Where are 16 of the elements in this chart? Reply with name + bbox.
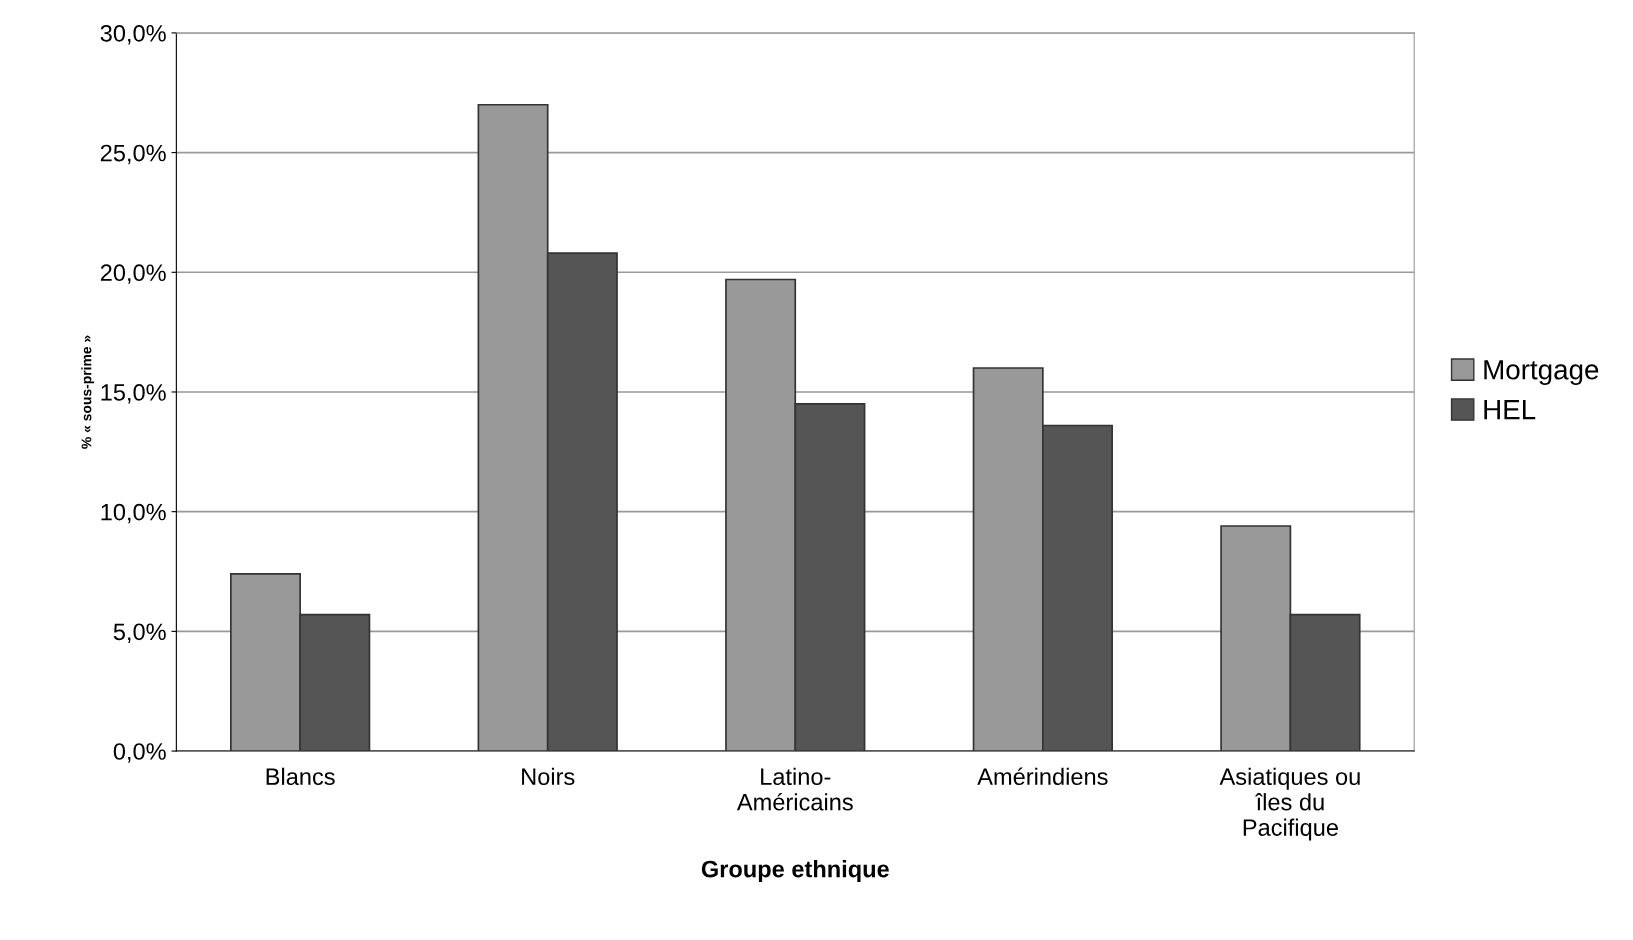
x-tick-label: Asiatiques ou îles du Pacifique (1219, 767, 1360, 841)
legend-label: Mortgage (1484, 360, 1599, 386)
y-tick-label: 5,0% (113, 623, 166, 643)
x-tick-label: Blancs (266, 767, 335, 786)
legend-label: HEL (1484, 400, 1536, 420)
y-tick-label: 0,0% (113, 743, 166, 763)
x-axis-title: Groupe ethnique (701, 860, 889, 883)
x-tick-label: Noirs (522, 767, 575, 786)
y-tick-label: 25,0% (100, 144, 166, 165)
y-tick-label: 10,0% (101, 503, 166, 524)
y-tick-label: 15,0% (101, 384, 166, 404)
y-axis-title: % « sous-prime » (81, 335, 95, 449)
x-tick-label: Amérindiens (977, 767, 1108, 786)
y-tick-label: 30,0% (100, 24, 166, 45)
y-tick-label: 20,0% (100, 264, 166, 284)
x-tick-label: Latino- Américains (736, 767, 853, 811)
